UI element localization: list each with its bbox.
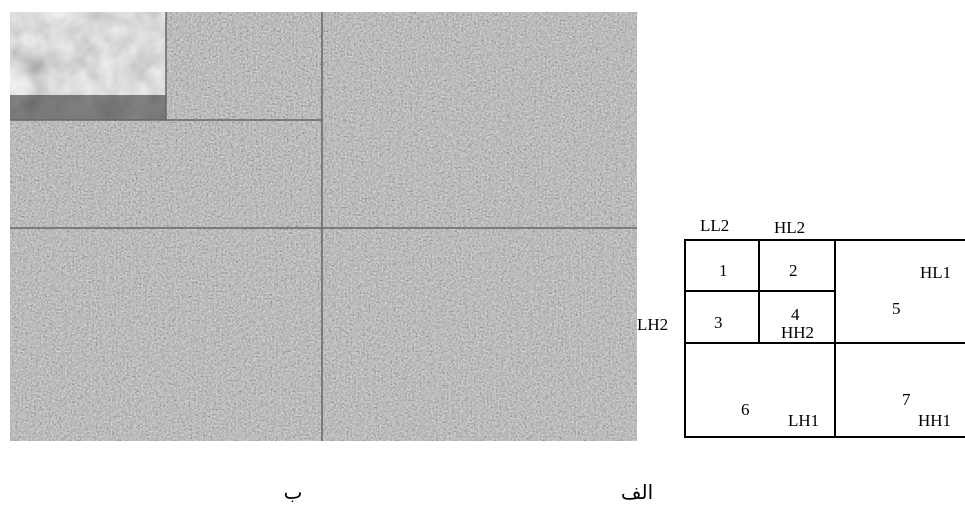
band-number: 5	[892, 299, 901, 318]
caption: الف	[621, 480, 653, 504]
band-label: HH1	[918, 411, 951, 430]
caption: ب	[284, 480, 303, 504]
band-number: 1	[719, 261, 728, 280]
band-label: LL2	[700, 216, 729, 235]
band-label: LH2	[637, 315, 668, 334]
band-number: 7	[902, 390, 911, 409]
band-number: 6	[741, 400, 750, 419]
page: LL2 HL2 LH2 HH2 HL1 LH1 HH1 1 2 3 4 5 6 …	[0, 0, 965, 506]
band-label: LH1	[788, 411, 819, 430]
band-number: 4	[791, 305, 800, 324]
approximation-ground	[10, 95, 166, 120]
band-number: 3	[714, 313, 723, 332]
band-label: HL1	[920, 263, 951, 282]
band-label: HL2	[774, 218, 805, 237]
band-label: HH2	[781, 323, 814, 342]
band-number: 2	[789, 261, 798, 280]
wavelet-image	[10, 12, 637, 441]
